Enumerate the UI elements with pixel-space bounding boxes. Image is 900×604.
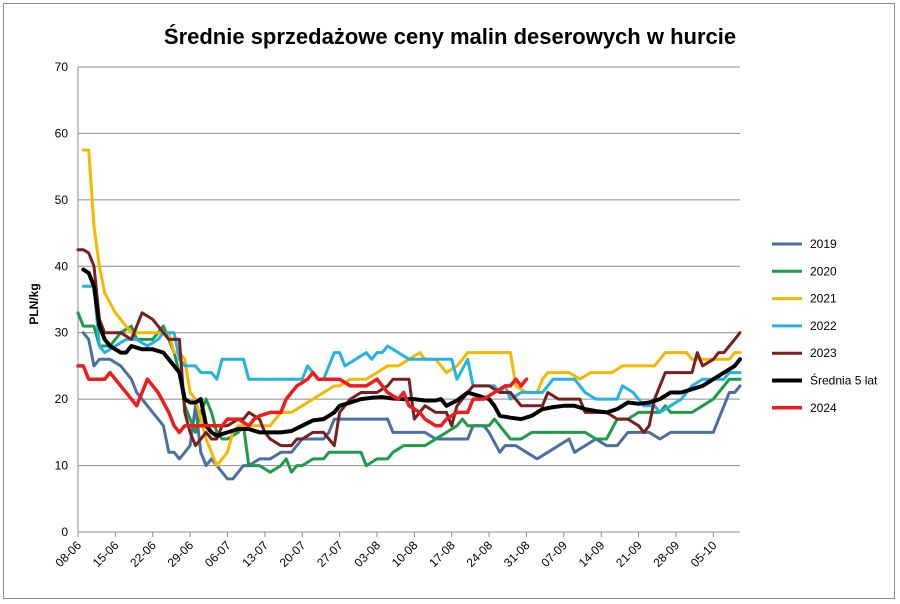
x-tick-label: 05-10: [688, 538, 720, 570]
x-tick-label: 28-09: [650, 538, 682, 570]
chart-title: Średnie sprzedażowe ceny malin deserowyc…: [164, 24, 736, 49]
x-tick-label: 21-09: [613, 538, 645, 570]
chart-frame: Średnie sprzedażowe ceny malin deserowyc…: [3, 3, 895, 599]
legend-entry-label: 2021: [810, 292, 837, 306]
x-tick-label: 27-07: [314, 538, 346, 570]
series-line-4: [76, 248, 742, 448]
x-tick-labels: 08-06 15-06 22-06 29-06 06-07 13-07 20-07 27-07…: [53, 538, 720, 570]
x-tick-label: 06-07: [202, 538, 234, 570]
y-tick-label: 50: [55, 193, 69, 207]
legend-entry-label: Średnia 5 lat: [810, 373, 878, 388]
y-tick-label: 40: [55, 259, 69, 273]
y-tick-label: 0: [61, 525, 68, 539]
series-lines: [76, 148, 742, 481]
x-tick-label: 03-08: [351, 538, 383, 570]
x-tick-label: 20-07: [277, 538, 309, 570]
x-tick-label: 14-09: [576, 538, 608, 570]
y-tick-label: 60: [55, 126, 69, 140]
series-line-3: [81, 284, 742, 414]
x-tick-label: 24-08: [464, 538, 496, 570]
series-line-6: [76, 364, 529, 435]
x-tick-label: 10-08: [389, 538, 421, 570]
y-axis-label: PLN/kg: [27, 283, 41, 324]
legend-entry-label: 2019: [810, 237, 837, 251]
y-tick-labels: 0 10 20 30 40 50 60 70: [55, 60, 69, 539]
axes: [77, 67, 740, 537]
y-tick-label: 70: [55, 60, 69, 74]
series-line-1: [76, 311, 742, 474]
legend-entry-label: 2024: [810, 401, 837, 415]
y-tick-label: 20: [55, 392, 69, 406]
series-line-2: [81, 148, 742, 468]
x-tick-label: 22-06: [127, 538, 159, 570]
legend-entry-label: 2023: [810, 346, 837, 360]
x-tick-label: 15-06: [90, 538, 122, 570]
x-tick-label: 13-07: [239, 538, 271, 570]
x-tick-label: 07-09: [538, 538, 570, 570]
y-tick-label: 30: [55, 326, 69, 340]
x-tick-label: 08-06: [53, 538, 85, 570]
chart-canvas: Średnie sprzedażowe ceny malin deserowyc…: [27, 24, 878, 570]
x-tick-label: 31-08: [501, 538, 533, 570]
legend: 2019 2020 2021 2022 2023 Średnia 5 lat 2024: [772, 237, 878, 415]
x-tick-label: 29-06: [165, 538, 197, 570]
legend-entry-label: 2020: [810, 264, 837, 278]
legend-entry-label: 2022: [810, 319, 837, 333]
series-line-5: [81, 267, 742, 438]
y-tick-label: 10: [55, 459, 69, 473]
x-tick-label: 17-08: [426, 538, 458, 570]
series-line-0: [81, 331, 742, 481]
